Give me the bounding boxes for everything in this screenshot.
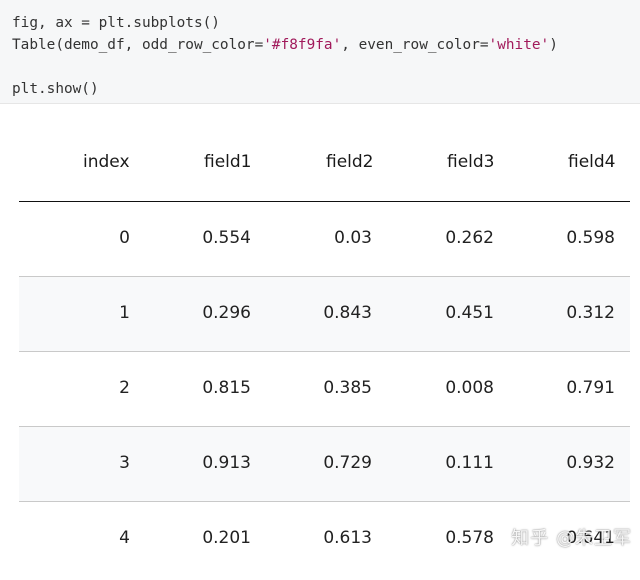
table-cell-field4: 0.312	[566, 303, 615, 323]
table-cell-field2: 0.385	[323, 378, 372, 398]
table-cell-field4: 0.791	[566, 378, 615, 398]
code-line-3: plt.show()	[12, 81, 99, 97]
row-index-cell: 1	[119, 303, 130, 323]
row-index-cell: 2	[119, 378, 130, 398]
table-cell-field4: 0.932	[566, 453, 615, 473]
row-index-cell: 0	[119, 228, 130, 248]
table-figure: index field1 field2 field3 field4 0 0.554…	[0, 104, 640, 580]
table-cell-field2: 0.729	[323, 453, 372, 473]
table-cell-field1: 0.815	[202, 378, 251, 398]
table-cell-field3: 0.111	[445, 453, 494, 473]
code-string-even-color: 'white'	[488, 37, 550, 53]
table-cell-field3: 0.451	[445, 303, 494, 323]
table-row	[19, 352, 630, 427]
code-line-2-prefix: Table(demo_df, odd_row_color=	[12, 37, 264, 53]
code-string-odd-color: '#f8f9fa'	[263, 37, 342, 53]
table-cell-field1: 0.554	[202, 228, 251, 248]
header-field1: field1	[204, 152, 252, 172]
table-cell-field1: 0.296	[202, 303, 251, 323]
table-cell-field2: 0.613	[323, 528, 372, 548]
table-cell-field3: 0.578	[445, 528, 494, 548]
row-index-cell: 4	[119, 528, 130, 548]
code-line-1: fig, ax = plt.subplots()	[12, 15, 220, 31]
row-divider	[19, 351, 630, 352]
table-cell-field1: 0.201	[202, 528, 251, 548]
table-row	[19, 502, 630, 577]
table-cell-field3: 0.008	[445, 378, 494, 398]
watermark: 知乎 @朱卫军	[511, 528, 632, 549]
row-divider	[19, 426, 630, 427]
header-field2: field2	[326, 152, 374, 172]
table-cell-field2: 0.843	[323, 303, 372, 323]
table-cell-field3: 0.262	[445, 228, 494, 248]
table-row	[19, 202, 630, 277]
code-line-2: Table(demo_df, odd_row_color='#f8f9fa', …	[12, 34, 558, 56]
code-line-2-suffix: )	[549, 37, 558, 53]
row-divider	[19, 501, 630, 502]
code-cell[interactable]: fig, ax = plt.subplots() Table(demo_df, …	[0, 0, 640, 104]
table-cell-field1: 0.913	[202, 453, 251, 473]
header-field4: field4	[568, 152, 616, 172]
row-divider	[19, 276, 630, 277]
table-row	[19, 427, 630, 502]
table-cell-field2: 0.03	[334, 228, 372, 248]
header-field3: field3	[447, 152, 495, 172]
table-cell-field4: 0.641	[566, 528, 615, 548]
code-line-2-middle: , even_row_color=	[341, 37, 489, 53]
row-index-cell: 3	[119, 453, 130, 473]
header-index: index	[83, 152, 130, 172]
table-cell-field4: 0.598	[566, 228, 615, 248]
table-row	[19, 277, 630, 352]
